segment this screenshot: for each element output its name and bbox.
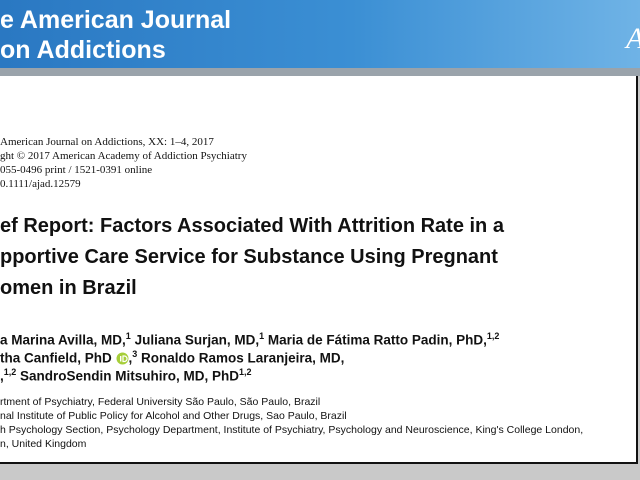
author-text: tha Canfield, PhD xyxy=(0,350,116,366)
journal-name: e American Journal xyxy=(0,6,232,34)
affiliation: h Psychology Section, Psychology Departm… xyxy=(0,424,584,436)
author-text: SandroSendin Mitsuhiro, MD, PhD xyxy=(16,368,240,384)
journal-banner: e American Journal on Addictions A xyxy=(0,0,640,68)
affiliation-mark: 1 xyxy=(125,331,131,341)
affiliation: n, United Kingdom xyxy=(0,438,87,450)
affiliation: rtment of Psychiatry, Federal University… xyxy=(0,396,321,408)
author-text: a Marina Avilla, MD, xyxy=(0,332,126,348)
journal-corner: A xyxy=(626,22,640,56)
author-text: , xyxy=(128,350,133,366)
author-text: , xyxy=(0,368,4,384)
author-text: Maria de Fátima Ratto Padin, PhD, xyxy=(264,332,487,348)
affiliation-mark: 3 xyxy=(132,349,138,359)
author-line: tha Canfield, PhD ,3 Ronaldo Ramos Laran… xyxy=(0,349,344,366)
article-title: ef Report: Factors Associated With Attri… xyxy=(0,215,504,237)
affiliation-mark: 1,2 xyxy=(3,367,17,377)
citation-line: ght © 2017 American Academy of Addiction… xyxy=(0,150,247,162)
banner-band xyxy=(0,68,640,76)
author-text: Ronaldo Ramos Laranjeira, MD, xyxy=(137,350,345,366)
author-line: a Marina Avilla, MD,1 Juliana Surjan, MD… xyxy=(0,331,499,348)
citation-line: 0.1111/ajad.12579 xyxy=(0,178,81,190)
affiliation-mark: 1,2 xyxy=(239,367,252,377)
article-title: omen in Brazil xyxy=(0,277,137,299)
affiliation: nal Institute of Public Policy for Alcoh… xyxy=(0,410,347,422)
article-page: American Journal on Addictions, XX: 1–4,… xyxy=(0,76,638,464)
orcid-icon[interactable] xyxy=(116,352,129,365)
author-line: ,1,2 SandroSendin Mitsuhiro, MD, PhD1,2 xyxy=(0,367,252,384)
affiliation-mark: 1,2 xyxy=(486,331,500,341)
article-title: pportive Care Service for Substance Usin… xyxy=(0,246,498,268)
orcid-glyph xyxy=(119,355,121,361)
author-text: Juliana Surjan, MD, xyxy=(130,332,260,348)
journal-name: on Addictions xyxy=(0,36,166,64)
citation-line: American Journal on Addictions, XX: 1–4,… xyxy=(0,136,214,148)
citation-line: 055-0496 print / 1521-0391 online xyxy=(0,164,153,176)
orcid-glyph xyxy=(121,354,128,362)
affiliation-mark: 1 xyxy=(259,331,265,341)
